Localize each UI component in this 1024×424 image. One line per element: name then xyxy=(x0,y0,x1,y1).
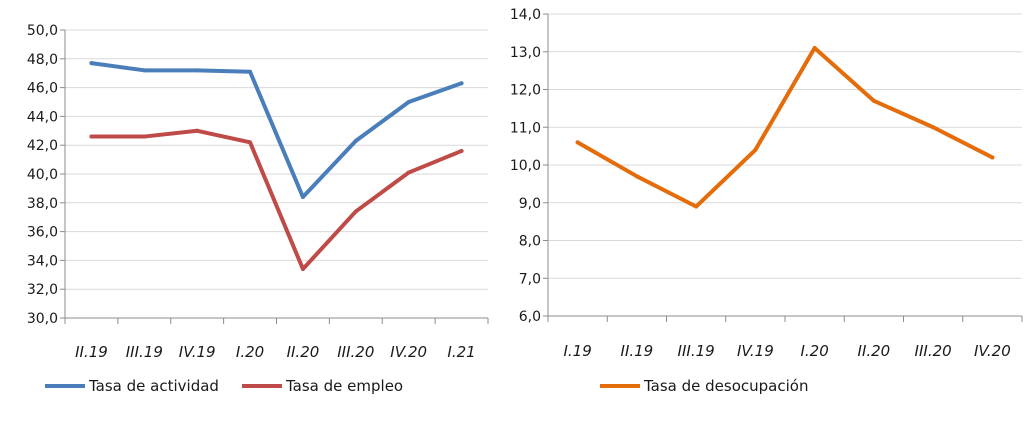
left-category-label: II.20 xyxy=(287,343,320,361)
right-data-point xyxy=(812,45,817,50)
left-ytick-label: 32,0 xyxy=(27,282,58,298)
left-data-point xyxy=(406,170,411,175)
left-ytick-label: 46,0 xyxy=(27,81,58,97)
left-category-label: I.20 xyxy=(236,343,264,361)
right-category-label: IV.19 xyxy=(737,342,774,360)
left-ytick-label: 30,0 xyxy=(27,311,58,327)
left-category-label: IV.19 xyxy=(179,343,216,361)
right-category-label: I.20 xyxy=(800,342,828,360)
right-data-point xyxy=(931,125,936,130)
left-data-point xyxy=(89,61,94,66)
left-data-point xyxy=(300,195,305,200)
right-ytick-label: 10,0 xyxy=(510,158,541,174)
left-ytick-label: 44,0 xyxy=(27,109,58,125)
left-data-point xyxy=(248,69,253,74)
right-category-label: IV.20 xyxy=(974,342,1011,360)
right-series-line-0 xyxy=(575,45,995,209)
right-category-label: II.20 xyxy=(858,342,891,360)
right-ytick-label: 14,0 xyxy=(510,7,541,23)
left-data-point xyxy=(195,128,200,133)
left-ytick-label: 36,0 xyxy=(27,225,58,241)
left-category-label: II.19 xyxy=(75,343,108,361)
left-data-point xyxy=(406,100,411,104)
left-data-point xyxy=(353,209,358,214)
left-category-label: I.21 xyxy=(447,343,475,361)
left-data-point xyxy=(353,138,358,143)
right-data-point xyxy=(575,140,580,145)
right-data-point xyxy=(634,174,639,179)
right-category-label: I.19 xyxy=(563,342,591,360)
right-data-point xyxy=(694,204,699,209)
left-legend-label-0: Tasa de actividad xyxy=(88,377,219,395)
left-category-label: IV.20 xyxy=(390,343,427,361)
left-data-point xyxy=(195,68,200,73)
left-category-label: III.19 xyxy=(126,343,163,361)
right-ytick-label: 9,0 xyxy=(519,196,541,212)
left-data-point xyxy=(142,134,147,139)
left-data-point xyxy=(459,148,464,153)
right-ytick-label: 11,0 xyxy=(510,120,541,136)
left-ytick-label: 34,0 xyxy=(27,253,58,269)
right-ytick-label: 7,0 xyxy=(519,271,541,287)
left-data-point xyxy=(300,267,305,272)
left-category-label: III.20 xyxy=(337,343,374,361)
right-category-label: II.19 xyxy=(621,342,654,360)
right-category-label: III.20 xyxy=(915,342,952,360)
right-ytick-label: 13,0 xyxy=(510,45,541,61)
left-data-point xyxy=(142,68,147,73)
left-data-point xyxy=(89,134,94,139)
right-category-label: III.19 xyxy=(678,342,715,360)
right-legend-label-0: Tasa de desocupación xyxy=(643,377,808,395)
left-series-line-0 xyxy=(89,61,464,200)
right-ytick-label: 12,0 xyxy=(510,83,541,99)
left-ytick-label: 50,0 xyxy=(27,23,58,39)
right-ytick-label: 8,0 xyxy=(519,234,541,250)
right-data-point xyxy=(871,98,876,103)
left-ytick-label: 48,0 xyxy=(27,52,58,68)
left-legend-label-1: Tasa de empleo xyxy=(285,377,403,395)
right-data-point xyxy=(753,147,758,152)
right-data-point xyxy=(990,155,995,160)
left-ytick-label: 38,0 xyxy=(27,196,58,212)
left-ytick-label: 40,0 xyxy=(27,167,58,183)
left-data-point xyxy=(459,81,464,86)
right-ytick-label: 6,0 xyxy=(519,309,541,325)
left-ytick-label: 42,0 xyxy=(27,138,58,154)
left-series-line-1 xyxy=(89,128,464,272)
left-data-point xyxy=(248,140,253,145)
